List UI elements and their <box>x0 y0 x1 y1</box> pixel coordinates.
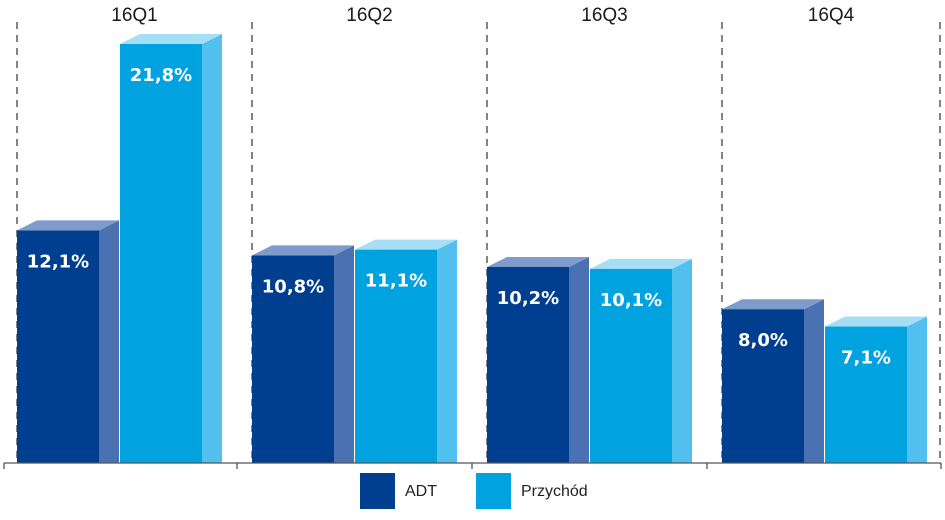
bar-top <box>355 239 457 250</box>
category-label: 16Q2 <box>346 5 392 26</box>
bar-front <box>252 255 334 463</box>
bar-przych-d-16q1 <box>120 34 222 463</box>
value-labels-group: 12,1% 21,8% 10,8% 11,1% 10,2% 10,1% 8,0% 7,1% <box>27 65 891 369</box>
value-label: 11,1% <box>365 271 427 292</box>
bar-front <box>590 268 672 463</box>
bar-side <box>99 220 119 463</box>
value-label: 12,1% <box>27 251 89 272</box>
bar-top <box>825 316 927 327</box>
legend-label: ADT <box>405 483 437 500</box>
bar-top <box>120 34 222 44</box>
legend-swatch <box>476 473 511 509</box>
bar-przych-d-16q4 <box>825 316 927 463</box>
bar-top <box>722 299 824 310</box>
value-label: 10,2% <box>497 288 559 309</box>
bar-przych-d-16q2 <box>355 239 457 463</box>
bar-top <box>487 256 589 267</box>
bar-front <box>722 309 804 463</box>
bar-adt-16q3 <box>487 256 589 463</box>
bar-przych-d-16q3 <box>590 258 692 463</box>
bar-front <box>17 230 99 463</box>
category-label: 16Q1 <box>111 5 157 26</box>
bar-adt-16q2 <box>252 245 354 463</box>
bar-top <box>590 258 692 269</box>
bar-side <box>804 299 824 463</box>
bar-side <box>437 239 457 463</box>
bar-side <box>907 316 927 463</box>
value-label: 10,1% <box>600 290 662 311</box>
bar-front <box>355 249 437 463</box>
category-label: 16Q3 <box>581 5 627 26</box>
value-label: 10,8% <box>262 276 324 297</box>
value-label: 7,1% <box>841 348 891 369</box>
bar-side <box>569 256 589 463</box>
bar-top <box>252 245 354 256</box>
bars-group <box>17 34 927 463</box>
bar-adt-16q4 <box>722 299 824 463</box>
legend-label: Przychód <box>521 483 588 500</box>
legend: ADT Przychód <box>360 473 588 509</box>
x-axis <box>3 462 942 469</box>
bar-top <box>17 220 119 231</box>
bar-front <box>825 326 907 463</box>
legend-item-adt: ADT <box>360 473 437 509</box>
bar-side <box>202 34 222 463</box>
value-label: 21,8% <box>130 65 192 86</box>
value-label: 8,0% <box>738 330 788 351</box>
legend-swatch <box>360 473 395 509</box>
bar-side <box>334 245 354 463</box>
bar-adt-16q1 <box>17 220 119 463</box>
legend-item-przych-d: Przychód <box>476 473 588 509</box>
category-labels-group: 16Q1 16Q2 16Q3 16Q4 <box>111 5 854 26</box>
bar-front <box>120 44 202 463</box>
category-label: 16Q4 <box>808 5 855 26</box>
bar-side <box>672 258 692 463</box>
bar-front <box>487 266 569 463</box>
